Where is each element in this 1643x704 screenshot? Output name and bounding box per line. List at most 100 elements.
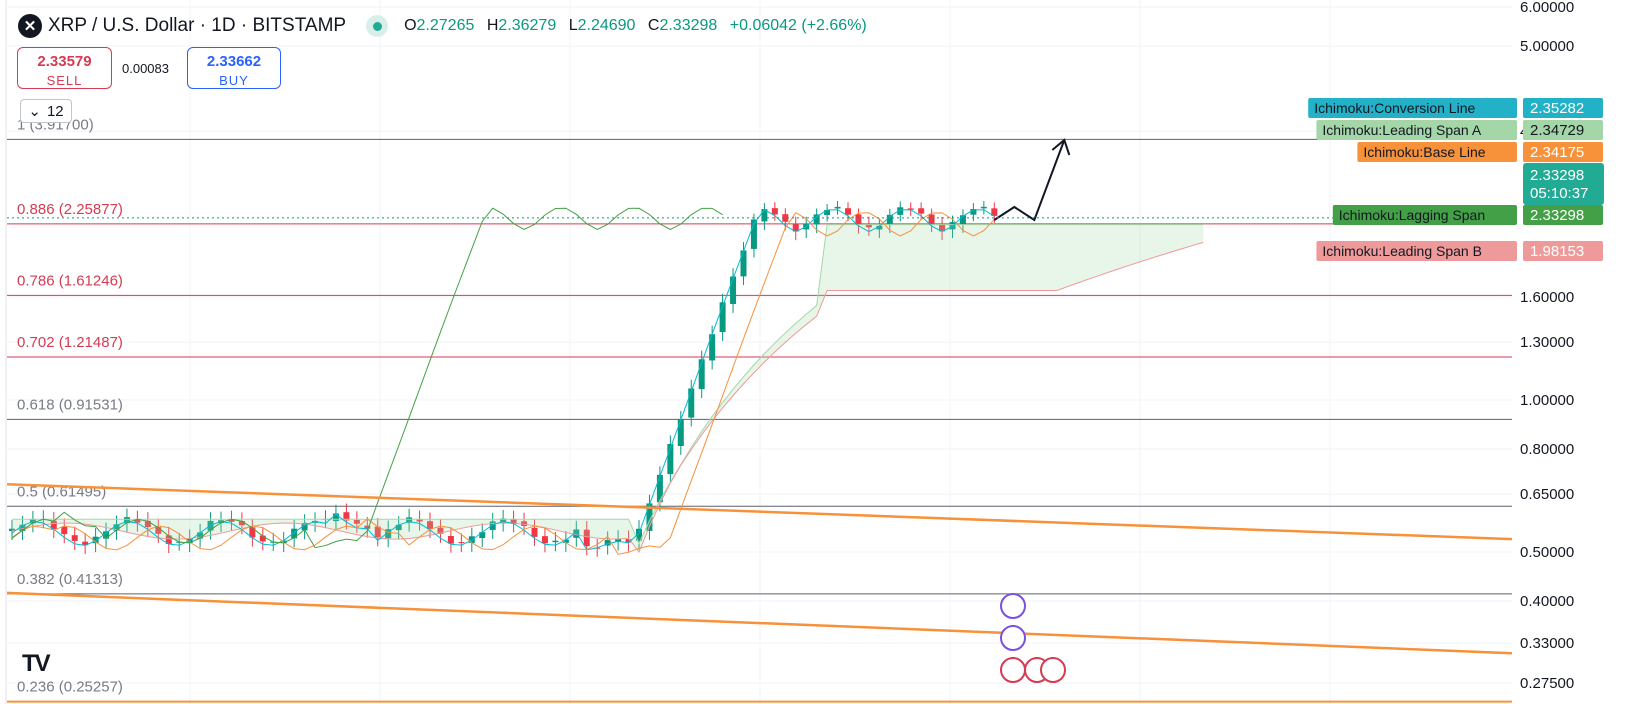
ohlc-open: 2.27265 xyxy=(416,17,475,34)
market-status-icon[interactable] xyxy=(366,15,389,37)
indicator-value-bg xyxy=(1523,241,1603,261)
ichimoku-cloud xyxy=(12,224,1204,553)
indicator-value: 2.33298 xyxy=(1530,207,1584,224)
ohlc-low-key: L xyxy=(568,17,578,34)
indicator-value: 2.35282 xyxy=(1530,100,1584,117)
fib-label-0.236: 0.236 (0.25257) xyxy=(17,679,123,696)
projection-path xyxy=(993,139,1066,222)
indicator-label-bg xyxy=(1357,142,1517,162)
candle-body xyxy=(437,527,444,534)
candle-body xyxy=(667,443,674,475)
us-flag-icon xyxy=(1000,657,1026,683)
candle-body xyxy=(61,526,68,535)
candle-body xyxy=(656,474,663,503)
y-tick-label: 1.30000 xyxy=(1520,334,1574,351)
fib-label-0.382: 0.382 (0.41313) xyxy=(17,571,123,588)
sell-price: 2.33579 xyxy=(37,53,92,70)
candle-body xyxy=(959,215,966,225)
candle-body xyxy=(521,521,528,526)
candle-body xyxy=(416,519,423,522)
us-flag-icon xyxy=(1040,657,1066,683)
candle-body xyxy=(123,517,130,524)
candle-body xyxy=(332,513,339,522)
candle-body xyxy=(9,528,15,531)
candle-body xyxy=(646,503,653,531)
candle-body xyxy=(500,518,507,523)
y-tick-label: 0.40000 xyxy=(1520,593,1574,610)
fib-label-0.786: 0.786 (1.61246) xyxy=(17,272,123,289)
candle-body xyxy=(792,223,799,232)
candle-body xyxy=(865,223,872,228)
candle-body xyxy=(583,529,590,547)
candle-body xyxy=(447,535,454,544)
candle-body xyxy=(782,214,789,222)
ichimoku-conversion-line xyxy=(11,208,995,551)
y-tick-label: 0.27500 xyxy=(1520,675,1574,692)
candle-body xyxy=(980,206,987,209)
candle-body xyxy=(92,536,99,544)
indicator-label-bg xyxy=(1316,241,1517,261)
candle-body xyxy=(458,542,465,544)
indicator-label-name: Ichimoku:Leading Span A xyxy=(1322,122,1481,138)
candle-body xyxy=(928,214,935,224)
candle-body xyxy=(510,519,517,524)
projection-arrowhead xyxy=(1051,138,1071,156)
ohlc-close-key: C xyxy=(647,17,660,34)
indicator-value-bg xyxy=(1523,142,1603,162)
ohlc-change: +0.06042 (+2.66%) xyxy=(729,17,867,34)
sell-button[interactable]: 2.33579 SELL xyxy=(17,47,112,89)
last-price-value: 2.33298 xyxy=(1530,167,1584,184)
channel-lower-line xyxy=(6,591,1513,655)
candle-body xyxy=(709,334,716,361)
candle-body xyxy=(886,214,893,225)
candle-body xyxy=(750,219,757,249)
chevron-down-icon: ⌄ xyxy=(28,103,41,120)
candle-body xyxy=(907,208,914,210)
candle-body xyxy=(541,536,548,544)
candle-body xyxy=(291,528,298,539)
candle-body xyxy=(113,524,120,531)
ohlc-open-key: O xyxy=(404,17,417,34)
y-tick-label: 1.00000 xyxy=(1520,392,1574,409)
indicator-value: 2.34729 xyxy=(1530,122,1584,139)
fib-label-0.886: 0.886 (2.25877) xyxy=(17,201,123,218)
indicator-label-name: Ichimoku:Lagging Span xyxy=(1339,207,1485,223)
candle-body xyxy=(562,539,569,543)
symbol-title[interactable]: XRP / U.S. Dollar · 1D · BITSTAMP xyxy=(48,15,347,36)
indicator-value: 2.34175 xyxy=(1530,144,1584,161)
tradingview-logo[interactable]: TV xyxy=(22,650,51,677)
candle-body xyxy=(50,520,57,530)
candle-body xyxy=(82,541,89,546)
indicators-collapse-button[interactable]: ⌄ 12 xyxy=(20,99,72,123)
indicator-value-bg xyxy=(1523,205,1603,225)
indicator-value-bg xyxy=(1523,120,1603,140)
y-tick-label: 0.33000 xyxy=(1520,635,1574,652)
candle-body xyxy=(730,276,737,304)
candle-body xyxy=(165,535,172,545)
bar-countdown: 05:10:37 xyxy=(1530,185,1588,202)
indicator-value-bg xyxy=(1523,98,1603,118)
candle-body xyxy=(813,214,820,225)
channel-upper-line xyxy=(6,482,1513,541)
candle-body xyxy=(71,535,78,541)
candle-body xyxy=(301,522,308,531)
buy-button[interactable]: 2.33662 BUY xyxy=(187,47,281,89)
candle-body xyxy=(897,207,904,215)
indicator-value: 1.98153 xyxy=(1530,243,1584,260)
candle-body xyxy=(876,225,883,230)
candle-body xyxy=(155,527,162,534)
buy-label: BUY xyxy=(219,73,249,88)
candle-body xyxy=(573,529,580,538)
y-tick-label: 6.00000 xyxy=(1520,0,1574,16)
candle-body xyxy=(970,209,977,215)
candle-body xyxy=(385,529,392,539)
y-tick-label: 0.80000 xyxy=(1520,441,1574,458)
fib-label-0.618: 0.618 (0.91531) xyxy=(17,396,123,413)
indicator-label-name: Ichimoku:Conversion Line xyxy=(1314,100,1475,116)
y-tick-label: 0.50000 xyxy=(1520,544,1574,561)
candle-body xyxy=(343,512,350,521)
ohlc-close: 2.33298 xyxy=(659,17,718,34)
indicator-label-name: Ichimoku:Leading Span B xyxy=(1322,243,1482,259)
candle-body xyxy=(855,214,862,225)
